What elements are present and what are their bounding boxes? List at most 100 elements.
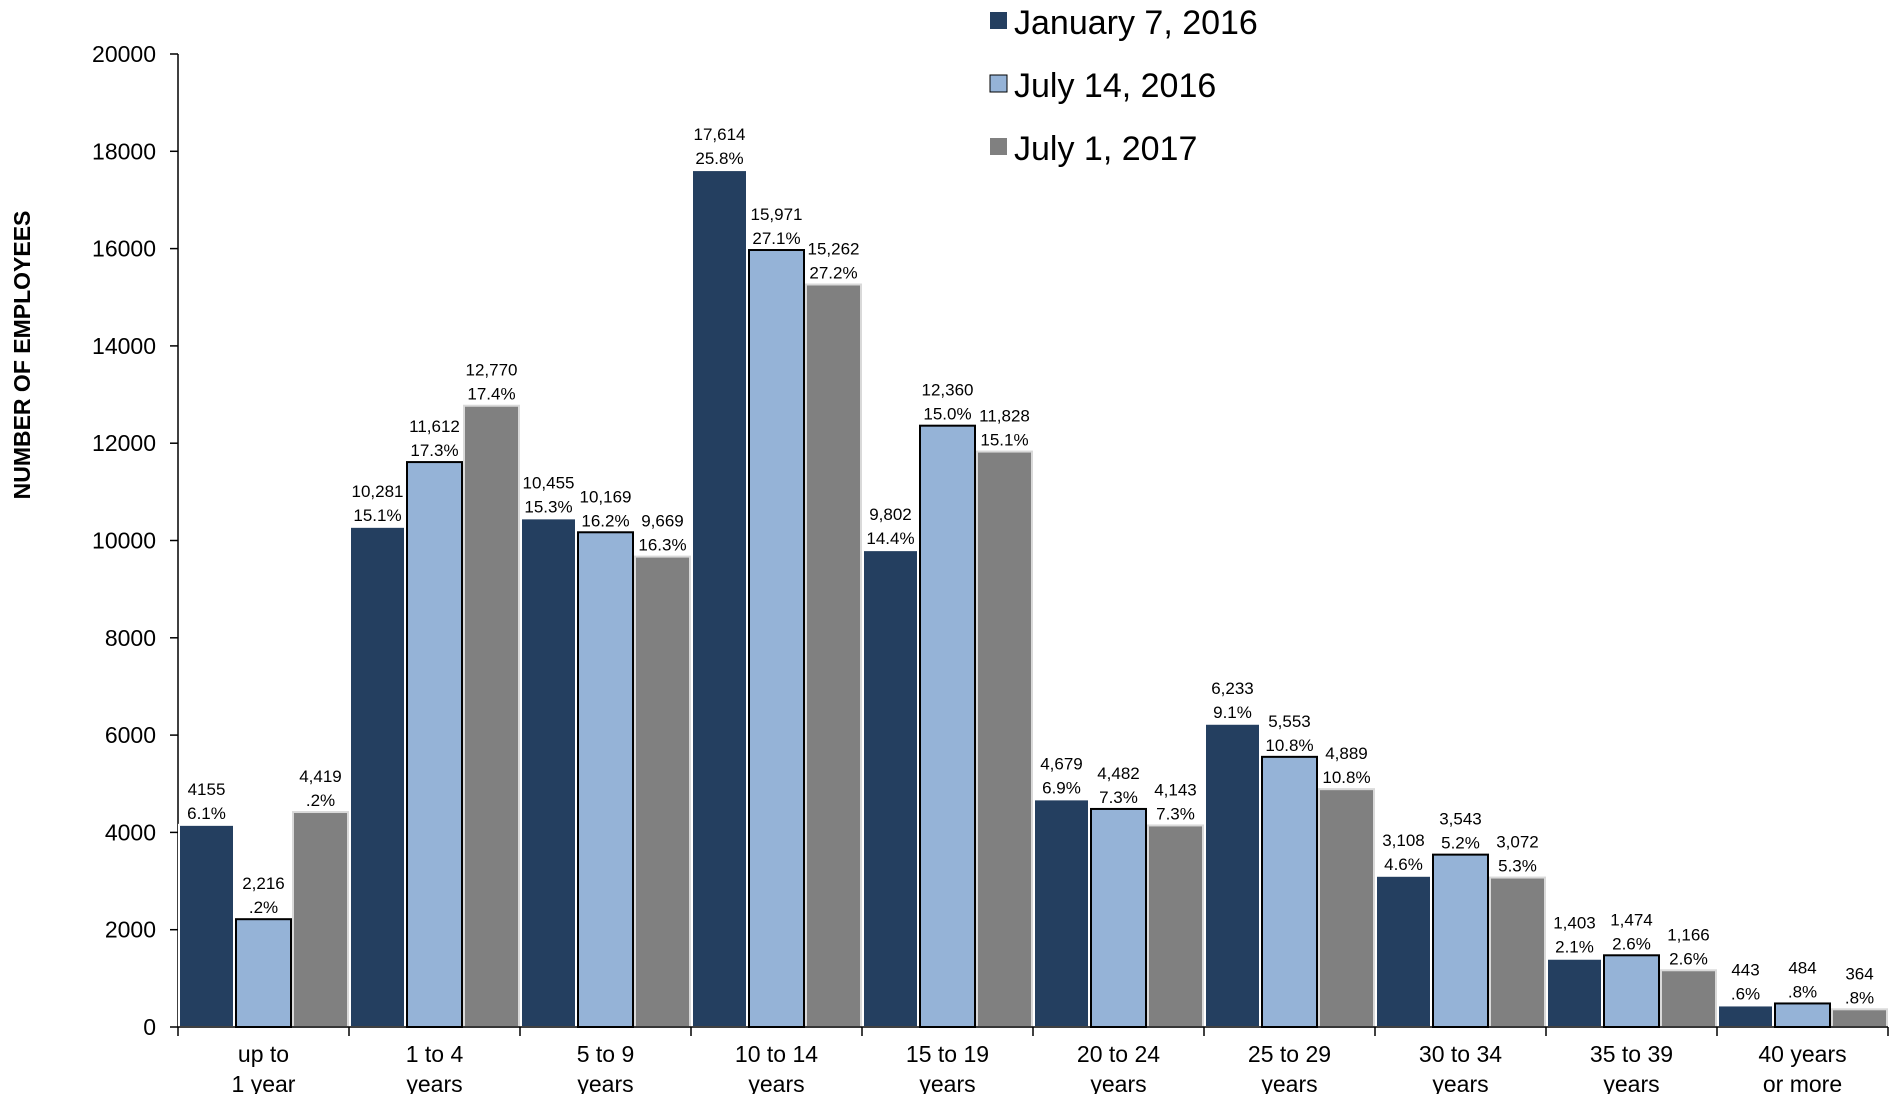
bar <box>292 811 349 1028</box>
data-label-value: 12,360 <box>922 381 974 400</box>
bar <box>1603 954 1660 1029</box>
x-category-label: years <box>1090 1071 1146 1094</box>
x-category-label: 35 to 39 <box>1590 1041 1673 1067</box>
data-label-percent: .8% <box>1788 982 1817 1001</box>
bar <box>1432 853 1489 1028</box>
data-label-percent: 15.0% <box>923 405 971 424</box>
x-category-label: 5 to 9 <box>577 1041 635 1067</box>
bar <box>1546 957 1603 1029</box>
data-label-percent: 27.2% <box>809 264 857 283</box>
data-label-value: 5,553 <box>1268 712 1311 731</box>
data-label-value: 9,802 <box>869 505 912 524</box>
bars <box>178 169 1888 1029</box>
data-label-percent: .2% <box>306 791 335 810</box>
data-label-value: 15,262 <box>808 240 860 259</box>
data-label-percent: 15.1% <box>980 431 1028 450</box>
bar <box>1831 1008 1888 1028</box>
data-label-value: 3,072 <box>1496 833 1539 852</box>
data-label-value: 6,233 <box>1211 679 1254 698</box>
data-label-percent: 17.3% <box>410 441 458 460</box>
bar <box>1489 876 1546 1028</box>
data-label-value: 4,143 <box>1154 780 1197 799</box>
bar <box>178 823 235 1028</box>
y-axis: 0 2000 4000 6000 8000 10000 12000 14000 16000 180… <box>92 41 179 1040</box>
data-label-value: 3,108 <box>1382 831 1425 850</box>
y-axis-label: NUMBER OF EMPLOYEES <box>9 211 35 500</box>
legend-swatch <box>989 74 1008 93</box>
y-tick-label: 12000 <box>92 430 156 456</box>
data-label-percent: 14.4% <box>866 529 914 548</box>
data-label-percent: 25.8% <box>695 149 743 168</box>
bar <box>862 549 919 1028</box>
bar <box>919 424 976 1029</box>
bar <box>1717 1004 1774 1029</box>
y-tick-label: 20000 <box>92 41 156 67</box>
data-label-value: 4155 <box>188 780 226 799</box>
data-label-value: 443 <box>1731 960 1759 979</box>
data-label-percent: .8% <box>1845 988 1874 1007</box>
bar <box>349 525 406 1028</box>
bar <box>1147 824 1204 1028</box>
data-label-value: 11,612 <box>409 417 460 436</box>
data-label-value: 17,614 <box>694 125 746 144</box>
legend-entry: July 1, 2017 <box>1014 130 1197 168</box>
data-label-percent: 9.1% <box>1213 703 1252 722</box>
data-label-percent: 6.9% <box>1042 778 1081 797</box>
bar <box>805 283 862 1028</box>
bar <box>1090 807 1147 1028</box>
legend-entry: January 7, 2016 <box>1014 4 1258 42</box>
x-category-label: 20 to 24 <box>1077 1041 1160 1067</box>
x-category-label: or more <box>1763 1071 1842 1094</box>
x-category-label: years <box>577 1071 633 1094</box>
legend-entry: July 14, 2016 <box>1014 67 1216 105</box>
x-category-label: years <box>748 1071 804 1094</box>
x-category-label: 10 to 14 <box>735 1041 818 1067</box>
data-label-percent: 5.2% <box>1441 834 1480 853</box>
bar <box>634 555 691 1028</box>
y-tick-label: 2000 <box>105 917 156 943</box>
x-category-label: years <box>406 1071 462 1094</box>
data-label-percent: 17.4% <box>467 385 515 404</box>
bar <box>1774 1002 1831 1029</box>
bar <box>1318 788 1375 1028</box>
data-label-value: 10,455 <box>523 473 575 492</box>
x-category-label: up to <box>238 1041 289 1067</box>
data-label-percent: 2.6% <box>1669 949 1708 968</box>
y-tick-label: 16000 <box>92 236 156 262</box>
data-label-percent: .6% <box>1731 984 1760 1003</box>
x-category-label: years <box>1261 1071 1317 1094</box>
data-label-percent: 10.8% <box>1322 768 1370 787</box>
data-label-value: 2,216 <box>242 874 285 893</box>
y-tick-label: 0 <box>143 1014 156 1040</box>
bar <box>577 531 634 1028</box>
data-label-percent: 7.3% <box>1156 804 1195 823</box>
bar <box>1261 755 1318 1028</box>
x-category-label: 30 to 34 <box>1419 1041 1502 1067</box>
data-label-value: 1,166 <box>1667 925 1710 944</box>
bar <box>748 249 805 1028</box>
bar <box>1660 969 1717 1029</box>
data-label-value: 1,403 <box>1553 914 1596 933</box>
y-tick-label: 14000 <box>92 333 156 359</box>
data-label-value: 4,679 <box>1040 754 1083 773</box>
x-category-label: years <box>919 1071 975 1094</box>
y-tick-label: 4000 <box>105 819 156 845</box>
data-label-percent: 15.1% <box>353 506 401 525</box>
y-tick-label: 6000 <box>105 722 156 748</box>
data-label-percent: 15.3% <box>524 497 572 516</box>
y-tick-label: 8000 <box>105 625 156 651</box>
y-tick-label: 18000 <box>92 138 156 164</box>
x-category-label: 40 years <box>1758 1041 1846 1067</box>
bar <box>463 404 520 1028</box>
data-label-value: 10,169 <box>580 487 632 506</box>
data-label-percent: 10.8% <box>1265 736 1313 755</box>
data-label-percent: .2% <box>249 898 278 917</box>
bar <box>520 517 577 1028</box>
data-label-value: 364 <box>1845 964 1873 983</box>
bar <box>1204 722 1261 1028</box>
data-label-percent: 16.3% <box>638 536 686 555</box>
bar <box>406 461 463 1029</box>
data-label-value: 4,889 <box>1325 744 1368 763</box>
bar <box>1033 798 1090 1028</box>
